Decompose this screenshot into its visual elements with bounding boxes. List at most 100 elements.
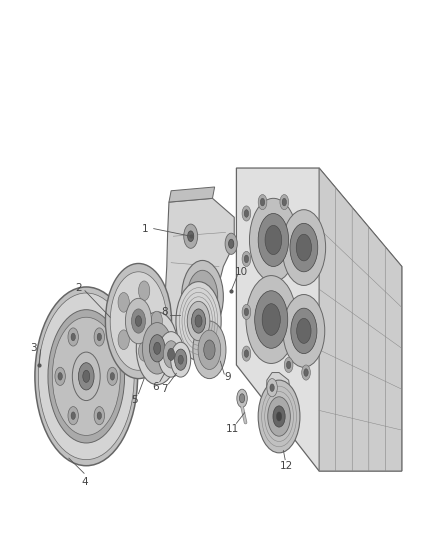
Circle shape (142, 322, 172, 374)
Circle shape (240, 394, 245, 403)
Circle shape (176, 281, 221, 360)
Circle shape (254, 290, 288, 348)
Circle shape (182, 261, 223, 333)
Circle shape (131, 309, 145, 333)
Circle shape (72, 352, 100, 401)
Circle shape (244, 255, 249, 263)
Circle shape (250, 198, 297, 281)
Circle shape (118, 293, 129, 312)
Circle shape (204, 340, 215, 360)
Circle shape (198, 330, 221, 369)
Polygon shape (319, 168, 402, 471)
Circle shape (118, 330, 129, 350)
Circle shape (48, 310, 124, 443)
Text: 8: 8 (161, 307, 168, 317)
Circle shape (110, 373, 115, 380)
Circle shape (97, 412, 102, 419)
Circle shape (135, 316, 141, 326)
Circle shape (283, 295, 325, 367)
Circle shape (258, 214, 289, 266)
Circle shape (187, 231, 194, 241)
Circle shape (58, 373, 62, 380)
Circle shape (195, 315, 202, 327)
Circle shape (286, 361, 291, 369)
Circle shape (138, 342, 150, 361)
Circle shape (260, 198, 265, 206)
Text: 6: 6 (152, 382, 159, 392)
Circle shape (229, 239, 234, 248)
Polygon shape (165, 198, 234, 351)
Circle shape (163, 341, 179, 368)
Circle shape (184, 224, 198, 248)
Circle shape (193, 321, 226, 378)
Circle shape (94, 328, 105, 346)
Circle shape (302, 365, 311, 380)
Circle shape (244, 350, 249, 358)
Circle shape (151, 311, 162, 331)
Circle shape (265, 225, 282, 255)
Circle shape (171, 342, 191, 377)
Circle shape (178, 355, 184, 364)
Circle shape (71, 333, 75, 341)
Circle shape (187, 270, 218, 324)
Circle shape (276, 412, 282, 421)
Circle shape (258, 195, 267, 209)
Circle shape (35, 287, 138, 466)
Circle shape (175, 349, 187, 370)
Circle shape (225, 233, 237, 254)
Circle shape (242, 252, 251, 266)
Text: 9: 9 (224, 372, 231, 382)
Circle shape (106, 263, 172, 378)
Text: 2: 2 (75, 282, 82, 293)
Text: 1: 1 (142, 224, 148, 233)
Circle shape (194, 283, 210, 310)
Circle shape (39, 293, 134, 459)
Circle shape (242, 304, 251, 319)
Circle shape (71, 412, 75, 419)
Circle shape (110, 272, 167, 370)
Circle shape (282, 198, 286, 206)
Polygon shape (266, 373, 291, 412)
Text: 3: 3 (30, 343, 37, 352)
Circle shape (268, 397, 290, 436)
Circle shape (52, 317, 120, 435)
Circle shape (291, 308, 317, 353)
Circle shape (68, 407, 78, 425)
Circle shape (244, 209, 249, 217)
Circle shape (237, 389, 247, 407)
Circle shape (258, 380, 300, 453)
Circle shape (280, 195, 289, 209)
Circle shape (154, 342, 161, 354)
Circle shape (284, 358, 293, 373)
Circle shape (68, 328, 78, 346)
Circle shape (262, 304, 280, 335)
Circle shape (242, 346, 251, 361)
Circle shape (78, 362, 94, 390)
Circle shape (273, 406, 285, 427)
Text: 12: 12 (280, 462, 293, 472)
Circle shape (297, 318, 311, 343)
Circle shape (125, 298, 152, 344)
Circle shape (107, 367, 117, 385)
Circle shape (304, 369, 308, 376)
Polygon shape (237, 168, 402, 471)
Polygon shape (169, 187, 215, 202)
Circle shape (290, 223, 318, 272)
Circle shape (149, 335, 165, 362)
Circle shape (282, 209, 325, 286)
Circle shape (94, 407, 105, 425)
Circle shape (136, 312, 178, 385)
Circle shape (246, 276, 297, 364)
Circle shape (168, 348, 175, 360)
Text: 10: 10 (235, 267, 248, 277)
Circle shape (296, 234, 311, 261)
Text: 5: 5 (131, 395, 138, 405)
Text: 11: 11 (226, 424, 240, 434)
Circle shape (242, 206, 251, 221)
Text: 7: 7 (161, 384, 168, 394)
Circle shape (158, 332, 184, 377)
Circle shape (244, 308, 249, 316)
Text: 4: 4 (81, 478, 88, 487)
Circle shape (270, 384, 274, 391)
Circle shape (138, 281, 150, 301)
